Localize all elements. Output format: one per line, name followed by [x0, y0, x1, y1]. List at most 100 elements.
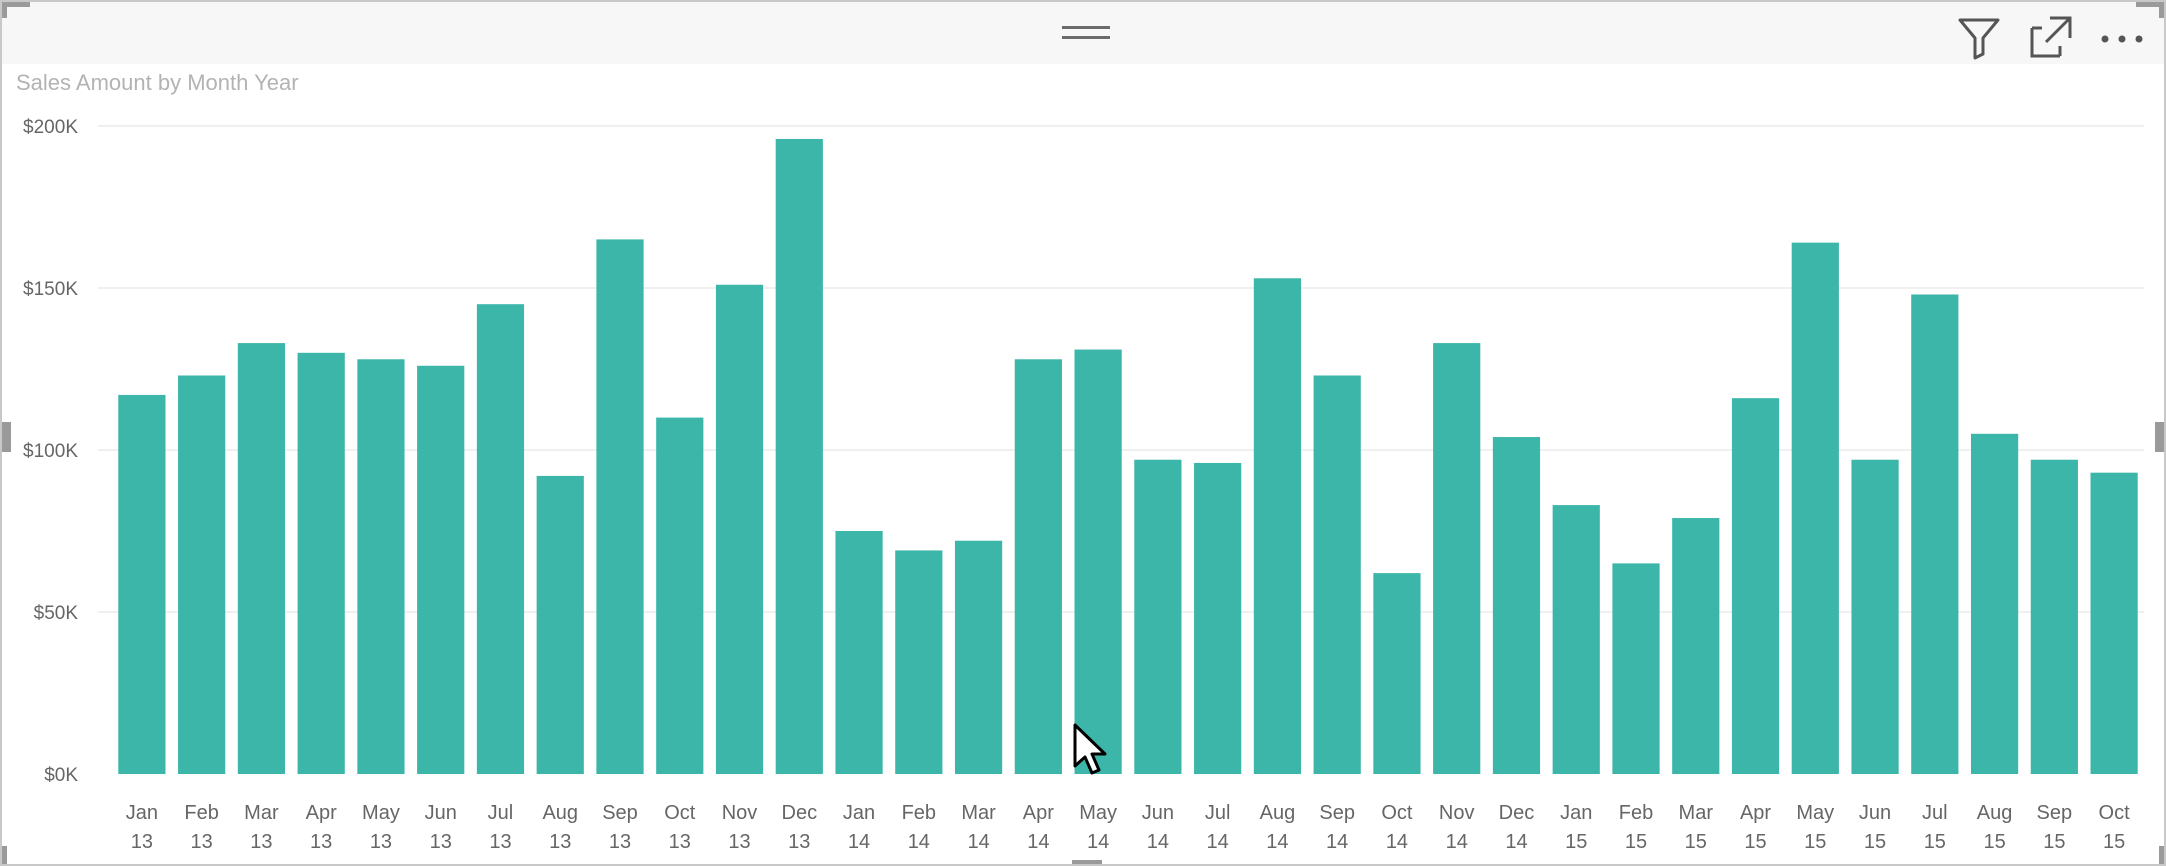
bar[interactable]: [1672, 518, 1720, 774]
bar[interactable]: [1911, 294, 1959, 774]
x-axis-tick-label-year: 15: [1685, 831, 1707, 853]
x-axis-tick-label-year: 14: [848, 831, 870, 853]
x-axis-tick-label-month: Sep: [602, 802, 638, 824]
bar[interactable]: [297, 352, 345, 774]
x-axis-tick-label-year: 13: [131, 831, 153, 853]
x-axis-tick-label-month: Oct: [2099, 802, 2131, 824]
x-axis-tick-label-year: 14: [1027, 831, 1049, 853]
bar[interactable]: [536, 475, 584, 774]
y-axis-tick-label: $200K: [23, 117, 78, 138]
bar[interactable]: [1612, 563, 1660, 774]
x-axis-tick-label-month: May: [1079, 802, 1117, 824]
resize-handle-top-left[interactable]: [2, 2, 7, 18]
x-axis-tick-label-year: 13: [728, 831, 750, 853]
x-axis-tick-label-year: 13: [669, 831, 691, 853]
x-axis-tick-label-month: Nov: [722, 802, 758, 824]
x-axis-tick-label-month: Dec: [1499, 802, 1535, 824]
x-axis-tick-label-month: Aug: [1977, 802, 2013, 824]
bar[interactable]: [1433, 343, 1481, 774]
x-axis-tick-label-month: Mar: [961, 802, 996, 824]
x-axis-tick-label-month: Jun: [1859, 802, 1891, 824]
bar[interactable]: [2090, 472, 2138, 774]
x-axis-tick-label-year: 14: [1207, 831, 1229, 853]
x-axis-tick-label-month: Feb: [902, 802, 936, 824]
bar[interactable]: [178, 375, 226, 774]
x-axis-tick-label-year: 14: [967, 831, 989, 853]
bar[interactable]: [1074, 349, 1122, 774]
bar[interactable]: [1492, 437, 1541, 774]
bar[interactable]: [656, 417, 704, 774]
x-axis-tick-label-year: 14: [908, 831, 930, 853]
bar[interactable]: [1552, 505, 1600, 774]
resize-handle-bottom-right[interactable]: [2159, 846, 2164, 864]
x-axis-tick-label-month: Jul: [488, 802, 514, 824]
bar[interactable]: [895, 550, 943, 774]
bar[interactable]: [417, 365, 465, 774]
bar[interactable]: [596, 239, 644, 774]
bar[interactable]: [775, 138, 823, 774]
drag-handle-line: [1062, 36, 1110, 39]
resize-handle-top-right[interactable]: [2136, 2, 2164, 7]
bar[interactable]: [118, 394, 166, 774]
bar[interactable]: [1134, 459, 1182, 774]
more-options-button[interactable]: [2092, 10, 2148, 60]
bar[interactable]: [357, 359, 405, 774]
x-axis-tick-label-year: 15: [1864, 831, 1886, 853]
x-axis-tick-label-year: 14: [1266, 831, 1288, 853]
resize-handle-bottom[interactable]: [1072, 860, 1102, 864]
x-axis-tick-label-year: 14: [1147, 831, 1169, 853]
x-axis-tick-label-year: 13: [370, 831, 392, 853]
bar[interactable]: [2030, 459, 2078, 774]
bar[interactable]: [1253, 278, 1302, 774]
bar[interactable]: [954, 540, 1003, 774]
x-axis-tick-label-month: Feb: [1619, 802, 1653, 824]
filter-button[interactable]: [1950, 10, 2006, 60]
x-axis-tick-label-month: Aug: [542, 802, 578, 824]
x-axis-tick-label-month: Jun: [425, 802, 457, 824]
x-axis-tick-label-year: 13: [609, 831, 631, 853]
x-axis-tick-label-year: 15: [2103, 831, 2125, 853]
bar[interactable]: [1731, 398, 1780, 774]
x-axis-tick-label-year: 15: [1744, 831, 1766, 853]
bar[interactable]: [835, 531, 883, 774]
bar[interactable]: [237, 343, 286, 774]
x-axis-tick-label-year: 15: [1983, 831, 2005, 853]
drag-handle-icon[interactable]: [1060, 22, 1112, 46]
x-axis-tick-label-month: Dec: [782, 802, 818, 824]
x-axis-tick-label-year: 14: [1505, 831, 1527, 853]
filter-icon: [1958, 18, 2000, 60]
resize-handle-left[interactable]: [2, 422, 11, 452]
x-axis-tick-label-year: 13: [549, 831, 571, 853]
x-axis-tick-label-month: Jan: [843, 802, 875, 824]
bar[interactable]: [1970, 433, 2019, 774]
bar[interactable]: [1194, 462, 1242, 774]
x-axis-tick-label-month: Jun: [1142, 802, 1174, 824]
focus-mode-icon: [2030, 16, 2072, 58]
bar[interactable]: [476, 304, 525, 774]
resize-handle-top-left[interactable]: [2, 2, 30, 7]
focus-mode-button[interactable]: [2022, 10, 2078, 60]
x-axis-tick-label-month: Oct: [1381, 802, 1413, 824]
bar[interactable]: [1791, 242, 1839, 774]
mouse-cursor-icon: [1073, 723, 1107, 775]
resize-handle-bottom-left[interactable]: [2, 846, 7, 864]
x-axis-tick-label-year: 14: [1446, 831, 1468, 853]
x-axis-tick-label-year: 13: [489, 831, 511, 853]
bar[interactable]: [1014, 359, 1062, 774]
x-axis-tick-label-month: Apr: [306, 802, 337, 824]
resize-handle-top-right[interactable]: [2159, 2, 2164, 18]
y-axis-tick-label: $100K: [23, 441, 78, 462]
visual-title: Sales Amount by Month Year: [16, 70, 299, 95]
resize-handle-right[interactable]: [2155, 422, 2164, 452]
bar[interactable]: [1851, 459, 1899, 774]
x-axis-tick-label-year: 14: [1087, 831, 1109, 853]
x-axis-tick-label-year: 13: [310, 831, 332, 853]
bar[interactable]: [1313, 375, 1361, 774]
x-axis-tick-label-year: 15: [1625, 831, 1647, 853]
x-axis-tick-label-year: 13: [430, 831, 452, 853]
bar[interactable]: [1373, 573, 1421, 774]
x-axis-tick-label-month: Feb: [184, 802, 218, 824]
bar[interactable]: [715, 284, 764, 774]
